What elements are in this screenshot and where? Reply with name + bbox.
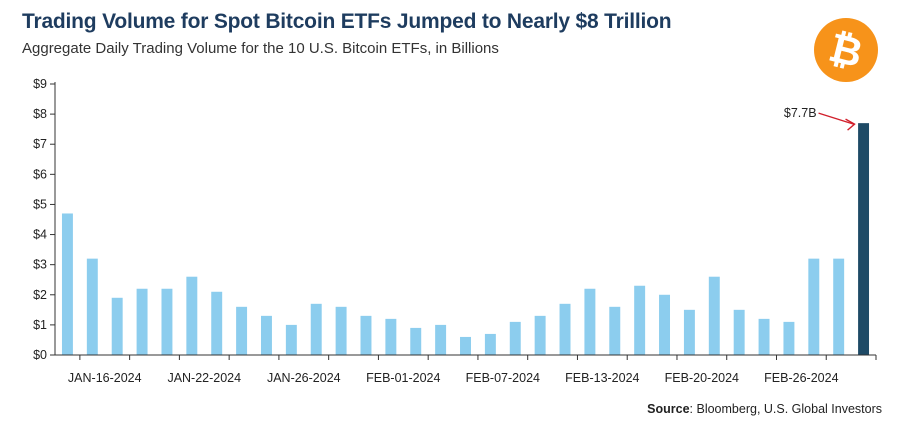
x-tick-label: FEB-26-2024 xyxy=(764,371,838,385)
bar xyxy=(733,309,745,355)
y-tick-label: $2 xyxy=(33,288,47,302)
bar xyxy=(460,336,471,355)
chart-title: Trading Volume for Spot Bitcoin ETFs Jum… xyxy=(22,10,672,33)
bar xyxy=(758,318,770,355)
y-tick-label: $5 xyxy=(33,197,47,211)
bar xyxy=(634,285,646,355)
y-tick-label: $0 xyxy=(33,348,47,362)
bar xyxy=(260,315,272,355)
bar xyxy=(186,276,198,355)
annotation-arrow xyxy=(818,112,854,125)
source-text: : Bloomberg, U.S. Global Investors xyxy=(689,402,882,416)
bar xyxy=(211,291,223,355)
bar xyxy=(833,258,845,355)
x-tick-label: FEB-20-2024 xyxy=(665,371,739,385)
annotation-label: $7.7B xyxy=(784,106,817,120)
bar xyxy=(61,213,73,355)
chart-subtitle: Aggregate Daily Trading Volume for the 1… xyxy=(22,40,499,57)
bar xyxy=(659,294,671,355)
x-tick-label: JAN-22-2024 xyxy=(167,371,241,385)
y-tick-label: $9 xyxy=(33,77,47,91)
y-tick-label: $4 xyxy=(33,228,47,242)
bar xyxy=(435,324,447,355)
annotation-arrowhead xyxy=(845,118,856,131)
bar xyxy=(236,306,248,355)
source-note: Source: Bloomberg, U.S. Global Investors xyxy=(647,402,882,416)
bar xyxy=(683,309,695,355)
bar xyxy=(783,321,795,355)
bar xyxy=(609,306,621,355)
x-tick-label: JAN-16-2024 xyxy=(68,371,142,385)
bitcoin-icon: ₿ xyxy=(814,18,878,82)
bar xyxy=(808,258,820,355)
bar xyxy=(708,276,720,355)
bar-highlight xyxy=(858,123,870,356)
y-tick-label: $8 xyxy=(33,107,47,121)
bar xyxy=(584,288,596,355)
bar xyxy=(484,333,496,355)
bar xyxy=(385,318,397,355)
y-tick-label: $6 xyxy=(33,167,47,181)
x-tick-label: JAN-26-2024 xyxy=(267,371,341,385)
annotation: $7.7B xyxy=(784,106,856,131)
bar xyxy=(559,303,571,355)
bar xyxy=(410,327,422,355)
bar xyxy=(136,288,148,355)
y-tick-label: $3 xyxy=(33,258,47,272)
bar xyxy=(360,315,372,355)
y-tick-label: $1 xyxy=(33,318,47,332)
bar xyxy=(310,303,322,355)
bar xyxy=(285,324,297,355)
y-tick-label: $7 xyxy=(33,137,47,151)
bar xyxy=(111,297,123,355)
x-tick-label: FEB-07-2024 xyxy=(466,371,540,385)
source-label: Source xyxy=(647,402,690,416)
bar xyxy=(161,288,173,355)
y-axis: $0 $1 $2 $3 $4 $5 $6 $7 $8 $9 xyxy=(33,77,56,362)
x-tick-label: FEB-13-2024 xyxy=(565,371,639,385)
bar xyxy=(534,315,546,355)
bar xyxy=(86,258,98,355)
x-tick-label: FEB-01-2024 xyxy=(366,371,440,385)
x-axis: JAN-16-2024 JAN-22-2024 JAN-26-2024 FEB-01-… xyxy=(55,354,877,385)
bar xyxy=(509,321,521,355)
bar xyxy=(335,306,347,355)
bars xyxy=(61,123,870,356)
